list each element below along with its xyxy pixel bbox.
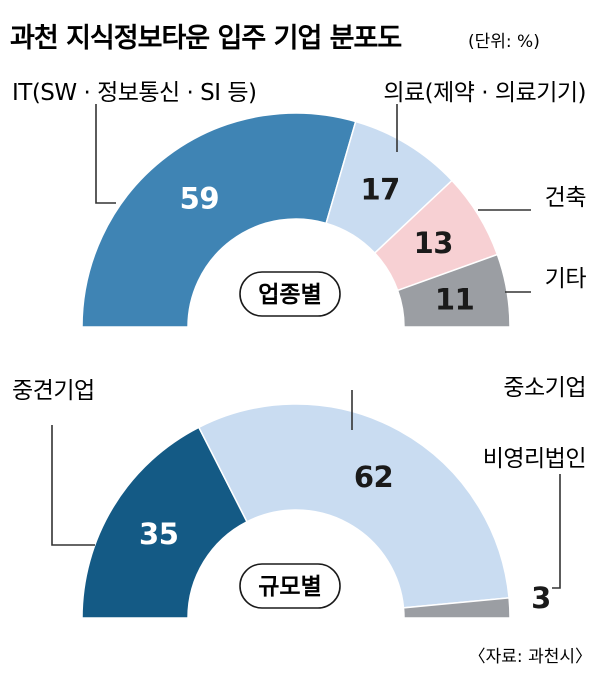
slice-value: 62 bbox=[354, 460, 393, 494]
slice-label: 건축 bbox=[545, 185, 586, 211]
donut-slice bbox=[81, 112, 357, 328]
slice-label: 비영리법인 bbox=[483, 446, 586, 472]
slice-value: 59 bbox=[180, 181, 219, 215]
slice-value: 13 bbox=[414, 226, 453, 260]
center-label: 업종별 bbox=[258, 282, 321, 308]
donut-slice bbox=[396, 253, 511, 328]
slice-value: 3 bbox=[531, 581, 551, 615]
slice-label: IT(SW · 정보통신 · SI 등) bbox=[12, 80, 256, 106]
industry-donut: IT(SW · 정보통신 · SI 등) 59 의료(제약 · 의료기기) 17 건축 1… bbox=[12, 80, 587, 328]
center-label-box bbox=[239, 563, 341, 609]
leader-line bbox=[51, 425, 95, 546]
donut-slice bbox=[402, 597, 511, 619]
leader-line bbox=[552, 474, 561, 589]
slice-label: 중소기업 bbox=[503, 375, 586, 401]
unit-note: (단위: %) bbox=[468, 32, 540, 52]
donut-slice bbox=[81, 426, 248, 619]
source-note: 〈자료: 과천시〉 bbox=[469, 647, 592, 667]
size-donut: 중견기업 35 중소기업 62 비영리법인 3 규모별 bbox=[12, 375, 587, 619]
chart-title: 과천 지식정보타운 입주 기업 분포도 bbox=[10, 23, 401, 54]
slice-value: 17 bbox=[360, 173, 399, 207]
slice-value: 35 bbox=[139, 517, 178, 551]
center-label: 규모별 bbox=[258, 574, 321, 600]
donut-slice bbox=[197, 403, 510, 609]
center-label-box bbox=[239, 271, 341, 317]
slice-label: 중견기업 bbox=[12, 378, 95, 404]
slice-label: 기타 bbox=[545, 266, 587, 292]
slice-value: 11 bbox=[435, 282, 474, 316]
leader-line bbox=[95, 104, 116, 204]
slice-label: 의료(제약 · 의료기기) bbox=[383, 80, 586, 106]
